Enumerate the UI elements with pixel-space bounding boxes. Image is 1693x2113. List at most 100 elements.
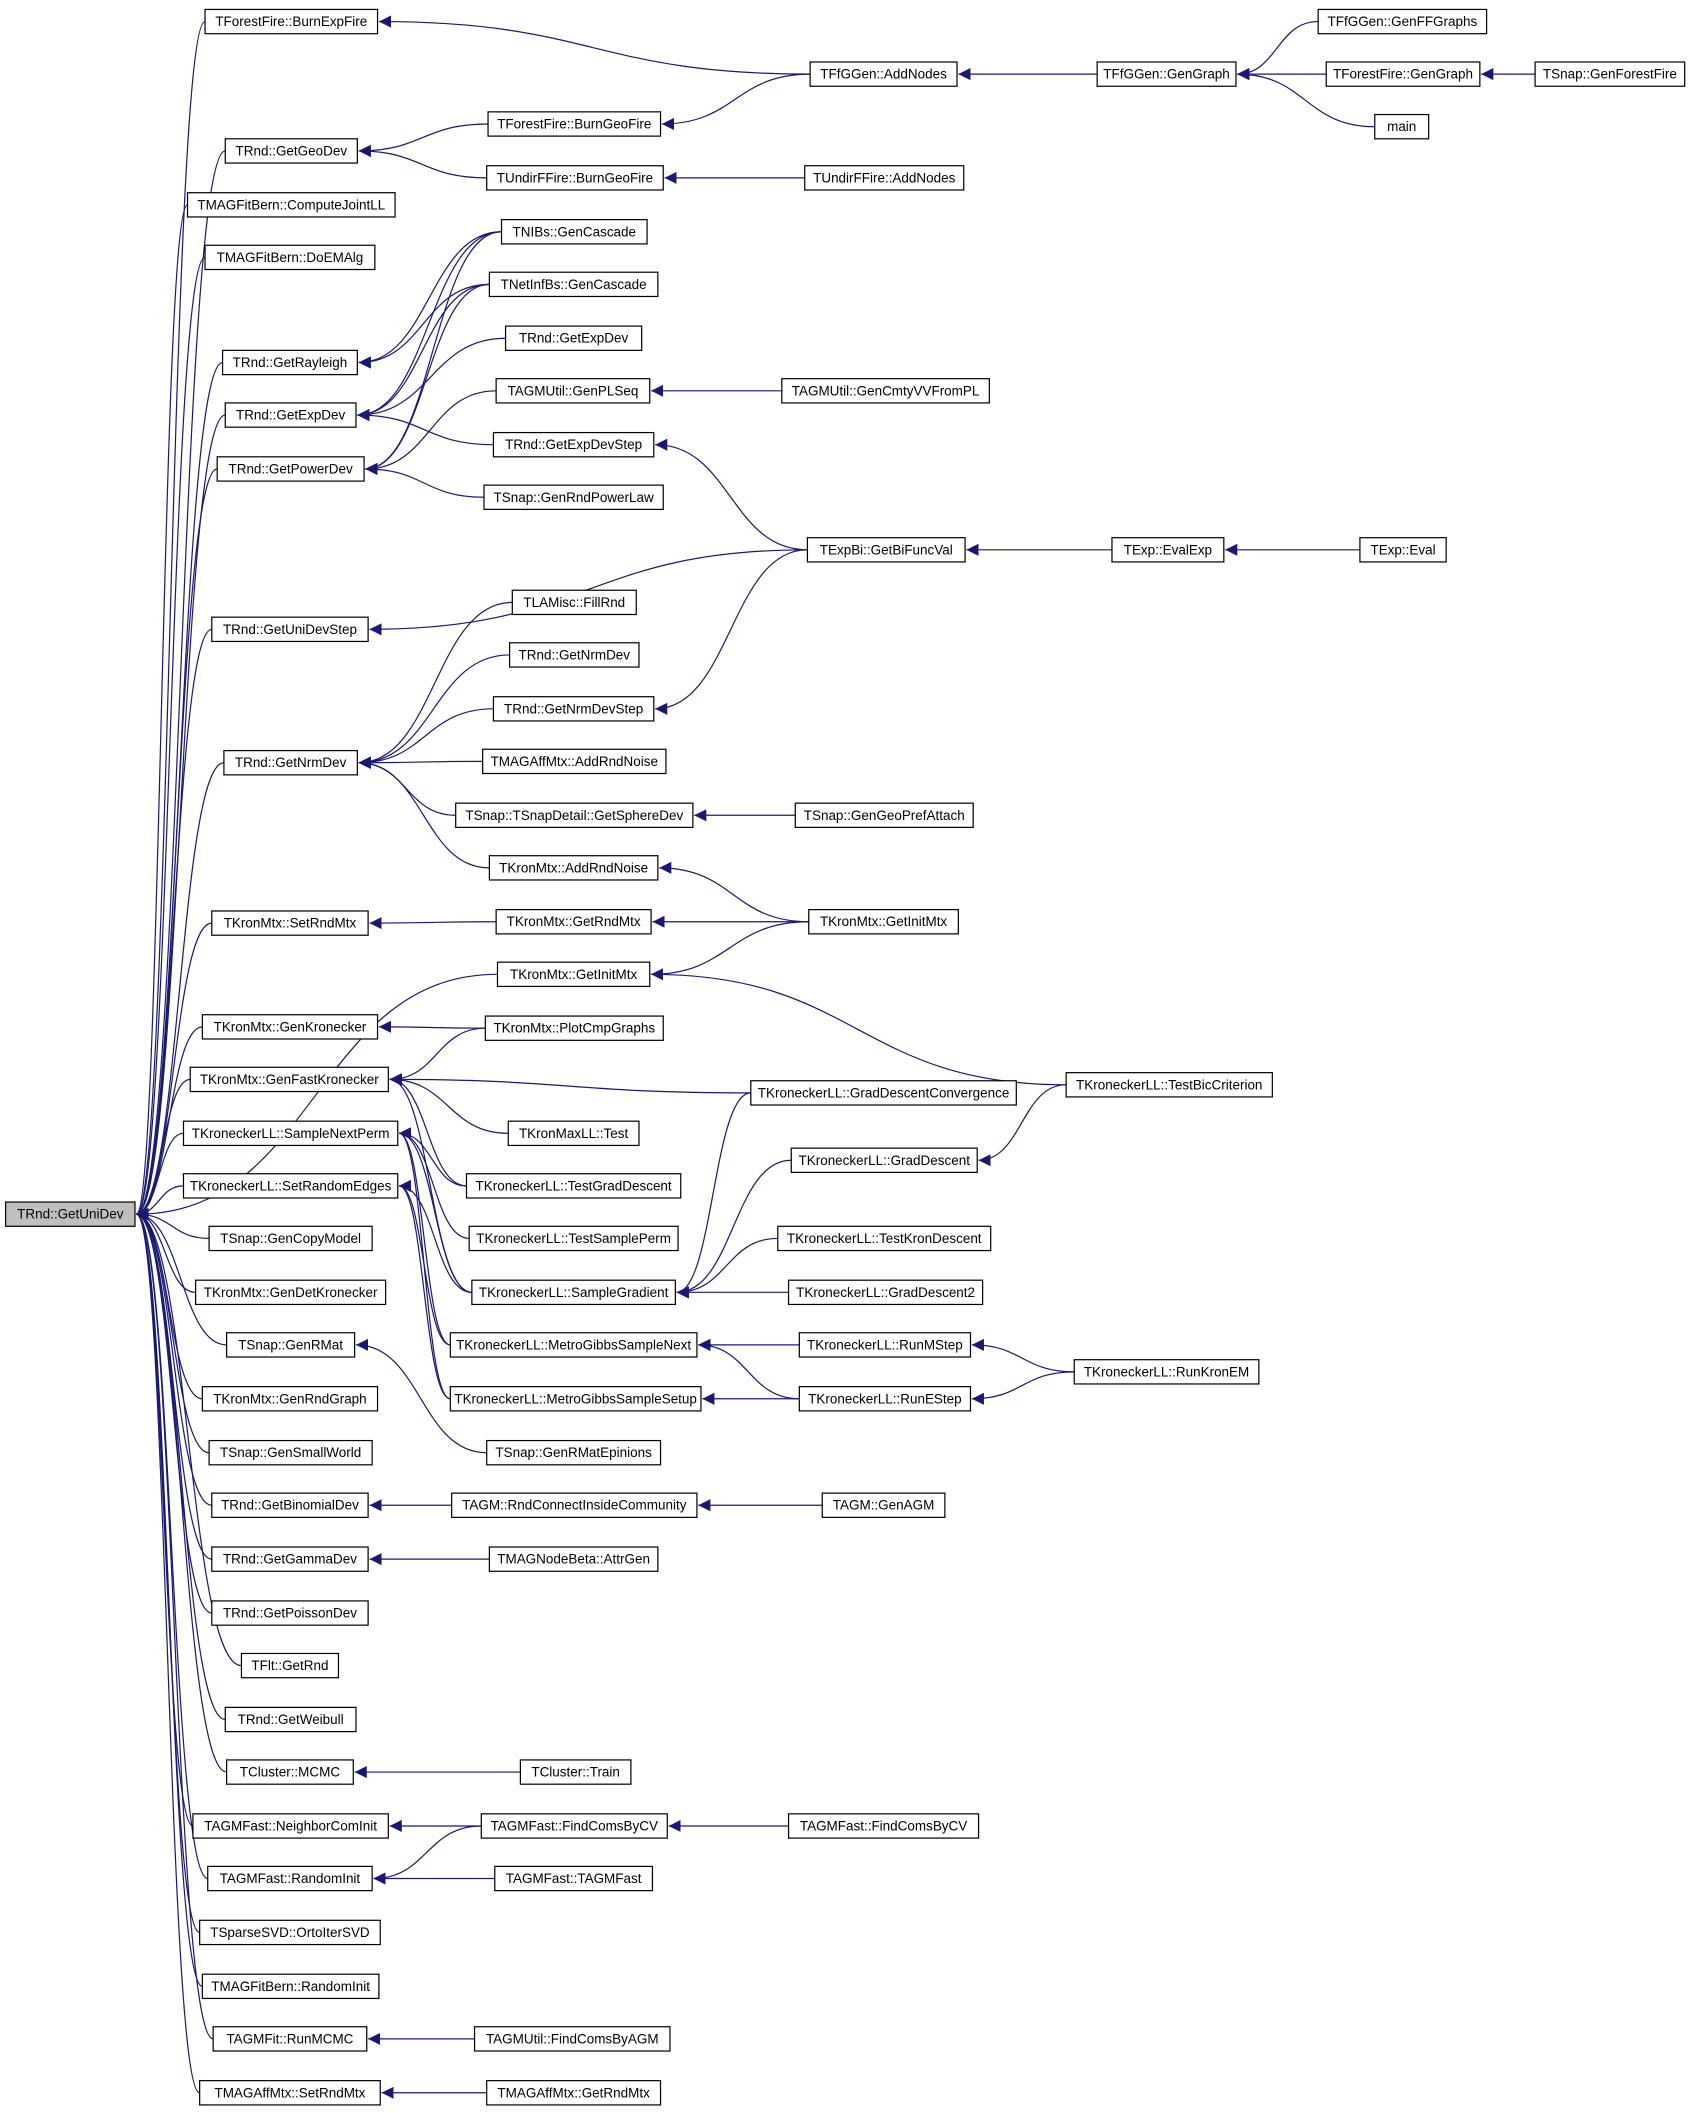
edge — [655, 438, 808, 551]
node-label: TRnd::GetGammaDev — [223, 1552, 357, 1567]
node-box — [226, 1759, 354, 1785]
node-label: TKronMtx::GenFastKronecker — [200, 1072, 379, 1087]
node-box — [507, 1120, 640, 1147]
node-box — [494, 1865, 654, 1892]
node-box — [211, 1600, 369, 1626]
node-label: TRnd::GetPowerDev — [228, 461, 353, 476]
node-box — [1359, 537, 1447, 563]
node-label: TMAGAffMtx::SetRndMtx — [214, 2085, 365, 2100]
node-label: TKroneckerLL::GradDescent — [799, 1153, 971, 1168]
node-label: TFfGGen::GenGraph — [1103, 67, 1230, 82]
node-label: TMAGNodeBeta::AttrGen — [497, 1552, 650, 1567]
node-label: TCluster::Train — [531, 1765, 620, 1780]
edge — [136, 1208, 214, 2040]
node-box — [511, 589, 637, 616]
node-label: TSnap::GenRMatEpinions — [495, 1445, 652, 1460]
edge — [358, 756, 456, 816]
edge — [358, 756, 483, 769]
node-label: TRnd::GetNrmDev — [235, 755, 347, 770]
node-label: TAGM::GenAGM — [833, 1498, 935, 1513]
node-label: TSnap::TSnapDetail::GetSphereDev — [465, 808, 683, 823]
node-label: main — [1387, 119, 1416, 134]
node-label: TKroneckerLL::RunKronEM — [1084, 1364, 1249, 1379]
node-label: TKroneckerLL::SetRandomEdges — [190, 1178, 392, 1193]
node-box — [1096, 61, 1237, 87]
node-label: TCluster::MCMC — [240, 1765, 341, 1780]
edge — [357, 408, 494, 446]
edge — [358, 708, 494, 769]
node-label: TKronMtx::GenDetKronecker — [204, 1285, 378, 1300]
node-box — [480, 1813, 668, 1839]
node-box — [484, 1015, 664, 1041]
edge — [136, 762, 225, 1221]
node-box — [1111, 537, 1225, 563]
node-box — [192, 1813, 389, 1839]
node-label: TFfGGen::GenFFGraphs — [1328, 14, 1478, 29]
edge — [1237, 20, 1319, 81]
node-label: TKroneckerLL::SampleGradient — [479, 1285, 669, 1300]
node-box — [487, 111, 662, 137]
node-label: TForestFire::BurnExpFire — [215, 14, 367, 29]
node-box — [1065, 1072, 1273, 1098]
edge — [698, 1338, 800, 1400]
node-label: TAGMFast::FindComsByCV — [491, 1818, 658, 1833]
node-label: TAGMFit::RunMCMC — [226, 2031, 353, 2046]
node-label: TMAGFitBern::DoEMAlg — [217, 250, 364, 265]
edge — [357, 231, 502, 422]
node-box — [208, 1225, 373, 1252]
node-label: TKronMaxLL::Test — [519, 1126, 629, 1141]
edge — [399, 1127, 467, 1187]
edge — [135, 204, 189, 1220]
node-label: TRnd::GetPoissonDev — [223, 1606, 357, 1621]
node-box — [201, 1386, 379, 1412]
node-label: TKroneckerLL::GradDescentConvergence — [758, 1085, 1010, 1100]
node-box — [223, 749, 358, 776]
node-box — [508, 642, 640, 668]
node-box — [486, 1439, 662, 1466]
node-label: TRnd::GetWeibull — [238, 1712, 344, 1727]
edge — [398, 1127, 451, 1346]
node-label: TExp::Eval — [1370, 542, 1435, 557]
node-box — [492, 431, 655, 458]
node-label: TMAGAffMtx::GetRndMtx — [497, 2085, 650, 2100]
node-label: TSnap::GenSmallWorld — [220, 1445, 361, 1460]
edge — [365, 390, 497, 476]
node-box — [809, 61, 958, 87]
edge — [358, 654, 510, 769]
node-label: TMAGAffMtx::AddRndNoise — [491, 754, 658, 769]
node-box — [195, 1279, 387, 1306]
node-box — [787, 1279, 984, 1306]
node-label: TKroneckerLL::RunMStep — [807, 1337, 963, 1352]
edge — [651, 968, 1067, 1086]
edge — [136, 1208, 212, 1506]
node-box — [199, 2080, 381, 2106]
node-box — [449, 1332, 698, 1358]
edge — [136, 1132, 184, 1221]
edge — [398, 1179, 451, 1400]
node-box — [224, 138, 358, 164]
nodes: TRnd::GetUniDevTForestFire::BurnExpFireT… — [5, 8, 1686, 2106]
edge — [355, 1338, 487, 1454]
node-box — [492, 696, 655, 722]
node-box — [486, 2080, 662, 2106]
edge — [135, 1208, 203, 1987]
node-label: TKronMtx::GetInitMtx — [820, 914, 947, 929]
node-box — [496, 961, 651, 988]
node-label: TSnap::GenForestFire — [1543, 67, 1677, 82]
node-label: TLAMisc::FillRnd — [523, 595, 625, 610]
node-label: TKronMtx::GetRndMtx — [507, 914, 641, 929]
edge — [136, 1208, 227, 1346]
node-box — [216, 456, 365, 482]
node-box — [451, 1492, 698, 1518]
node-label: TAGMUtil::FindComsByAGM — [486, 2031, 659, 2046]
edge — [398, 1179, 451, 1346]
edge — [136, 150, 226, 1220]
node-label: TRnd::GetRayleigh — [233, 355, 348, 370]
node-label: TKronMtx::PlotCmpGraphs — [493, 1021, 655, 1036]
node-label: TKroneckerLL::SampleNextPerm — [192, 1126, 390, 1141]
edge — [136, 1208, 227, 1773]
node-box — [750, 1080, 1017, 1106]
edge — [676, 1092, 751, 1299]
node-label: TRnd::GetUniDev — [17, 1207, 124, 1222]
